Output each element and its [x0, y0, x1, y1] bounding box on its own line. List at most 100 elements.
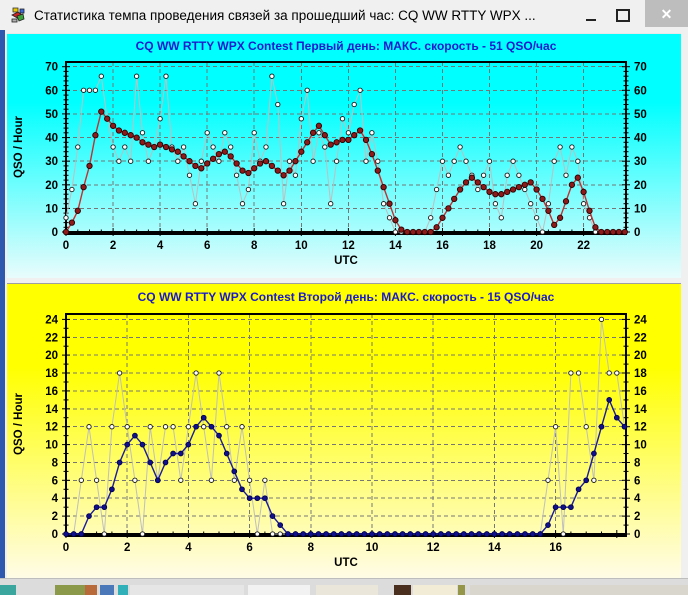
chart-panel-day1: 0 0 10 10 20 20 30 30 40 40 50 50 60 60 70 70 0 2 4 6 8 10 12 1… [7, 33, 681, 278]
y-tick-label-right: 70 [634, 62, 647, 74]
desktop-fragment [316, 585, 378, 595]
hourly-average-rate-line [66, 397, 626, 535]
y-tick-label: 8 [52, 458, 59, 470]
x-tick-label: 10 [295, 240, 308, 252]
window-title: Статистика темпа проведения связей за пр… [34, 7, 536, 23]
y-tick-label-right: 18 [634, 368, 647, 380]
close-icon: ✕ [660, 5, 673, 22]
y-tick-label: 30 [45, 156, 58, 168]
desktop-fragment [458, 585, 465, 595]
maximize-icon [616, 8, 630, 22]
minimize-icon [586, 19, 596, 21]
y-tick-label-right: 20 [634, 350, 647, 362]
y-tick-label: 20 [45, 180, 58, 192]
y-tick-label: 20 [45, 350, 58, 362]
y-tick-label-right: 2 [634, 511, 640, 523]
chart-title: CQ WW RTTY WPX Contest Второй день: МАКС… [138, 290, 555, 304]
x-tick-label: 12 [427, 542, 440, 554]
desktop-fragment [118, 585, 128, 595]
y-tick-label-right: 12 [634, 422, 647, 434]
y-tick-label-right: 14 [634, 404, 647, 416]
y-tick-label-right: 40 [634, 133, 647, 145]
chart-title: CQ WW RTTY WPX Contest Первый день: МАКС… [136, 39, 557, 53]
x-tick-label: 0 [63, 542, 69, 554]
y-tick-label-right: 8 [634, 458, 641, 470]
y-tick-label: 0 [52, 529, 58, 541]
y-tick-label: 24 [45, 314, 58, 326]
y-tick-label-right: 16 [634, 386, 647, 398]
x-tick-label: 22 [577, 240, 590, 252]
y-tick-label-right: 22 [634, 332, 647, 344]
y-tick-label: 40 [45, 133, 58, 145]
app-icon [11, 7, 25, 22]
desktop-background-strip [0, 578, 688, 595]
x-axis-label: UTC [334, 557, 358, 569]
desktop-fragment [55, 585, 85, 595]
y-axis-label: QSO / Hour [13, 392, 25, 455]
plot-border [65, 313, 627, 535]
hourly-average-rate-points [62, 108, 628, 236]
y-tick-label: 6 [52, 475, 58, 487]
x-tick-label: 4 [185, 542, 192, 554]
instant-rate-points [63, 73, 628, 235]
y-tick-label: 10 [45, 440, 58, 452]
y-tick-label-right: 30 [634, 156, 647, 168]
y-tick-label: 70 [45, 62, 58, 74]
desktop-fragment [130, 585, 244, 595]
x-tick-label: 20 [530, 240, 543, 252]
desktop-fragment [100, 585, 114, 595]
y-tick-label: 16 [45, 386, 58, 398]
y-tick-label: 4 [52, 493, 59, 505]
desktop-fragment [248, 585, 310, 595]
x-tick-label: 6 [246, 542, 252, 554]
desktop-fragment [0, 585, 16, 595]
x-tick-label: 14 [389, 240, 402, 252]
maximize-button[interactable] [610, 2, 636, 28]
x-tick-label: 14 [488, 542, 501, 554]
x-axis-label: UTC [334, 255, 358, 267]
y-tick-label: 50 [45, 109, 58, 121]
x-tick-label: 4 [157, 240, 164, 252]
app-window: Статистика темпа проведения связей за пр… [0, 0, 688, 579]
instant-rate-line [65, 74, 625, 234]
x-tick-label: 16 [549, 542, 562, 554]
y-tick-label: 2 [52, 511, 58, 523]
x-tick-label: 16 [436, 240, 449, 252]
x-tick-label: 6 [204, 240, 210, 252]
y-tick-label-right: 60 [634, 85, 647, 97]
y-tick-label-right: 10 [634, 440, 647, 452]
y-tick-label-right: 0 [634, 227, 640, 239]
axis-ticks [62, 66, 630, 236]
y-tick-label: 18 [45, 368, 58, 380]
hourly-average-rate-line [65, 110, 625, 233]
x-tick-label: 2 [124, 542, 130, 554]
x-tick-label: 12 [342, 240, 355, 252]
y-tick-label: 12 [45, 422, 58, 434]
grid-lines [66, 314, 626, 534]
y-tick-label-right: 10 [634, 203, 647, 215]
chart-panel-day2: 0 0 2 2 4 4 6 6 8 8 10 10 12 12 14 14 16 16 18 18 20 20 22 22 24… [7, 283, 681, 579]
desktop-fragment [85, 585, 97, 595]
x-tick-label: 2 [110, 240, 116, 252]
x-tick-label: 8 [251, 240, 258, 252]
y-tick-label-right: 20 [634, 180, 647, 192]
y-tick-label: 0 [52, 227, 58, 239]
chart-day1: 0 0 10 10 20 20 30 30 40 40 50 50 60 60 70 70 0 2 4 6 8 10 12 1… [7, 34, 681, 278]
y-axis-label: QSO / Hour [13, 115, 25, 178]
x-tick-label: 18 [483, 240, 496, 252]
y-tick-label-right: 6 [634, 475, 640, 487]
y-tick-label-right: 0 [634, 529, 640, 541]
close-button[interactable]: ✕ [645, 0, 688, 27]
y-tick-label: 10 [45, 203, 58, 215]
desktop-fragment [413, 585, 457, 595]
window-border-left [0, 6, 5, 578]
title-bar[interactable]: Статистика темпа проведения связей за пр… [0, 0, 688, 30]
hourly-average-rate-points [63, 397, 628, 537]
y-tick-label-right: 50 [634, 109, 647, 121]
y-tick-label-right: 24 [634, 314, 647, 326]
y-tick-label: 22 [45, 332, 58, 344]
chart-day2: 0 0 2 2 4 4 6 6 8 8 10 10 12 12 14 14 16 16 18 18 20 20 22 22 24… [7, 284, 681, 579]
minimize-button[interactable] [578, 2, 604, 28]
